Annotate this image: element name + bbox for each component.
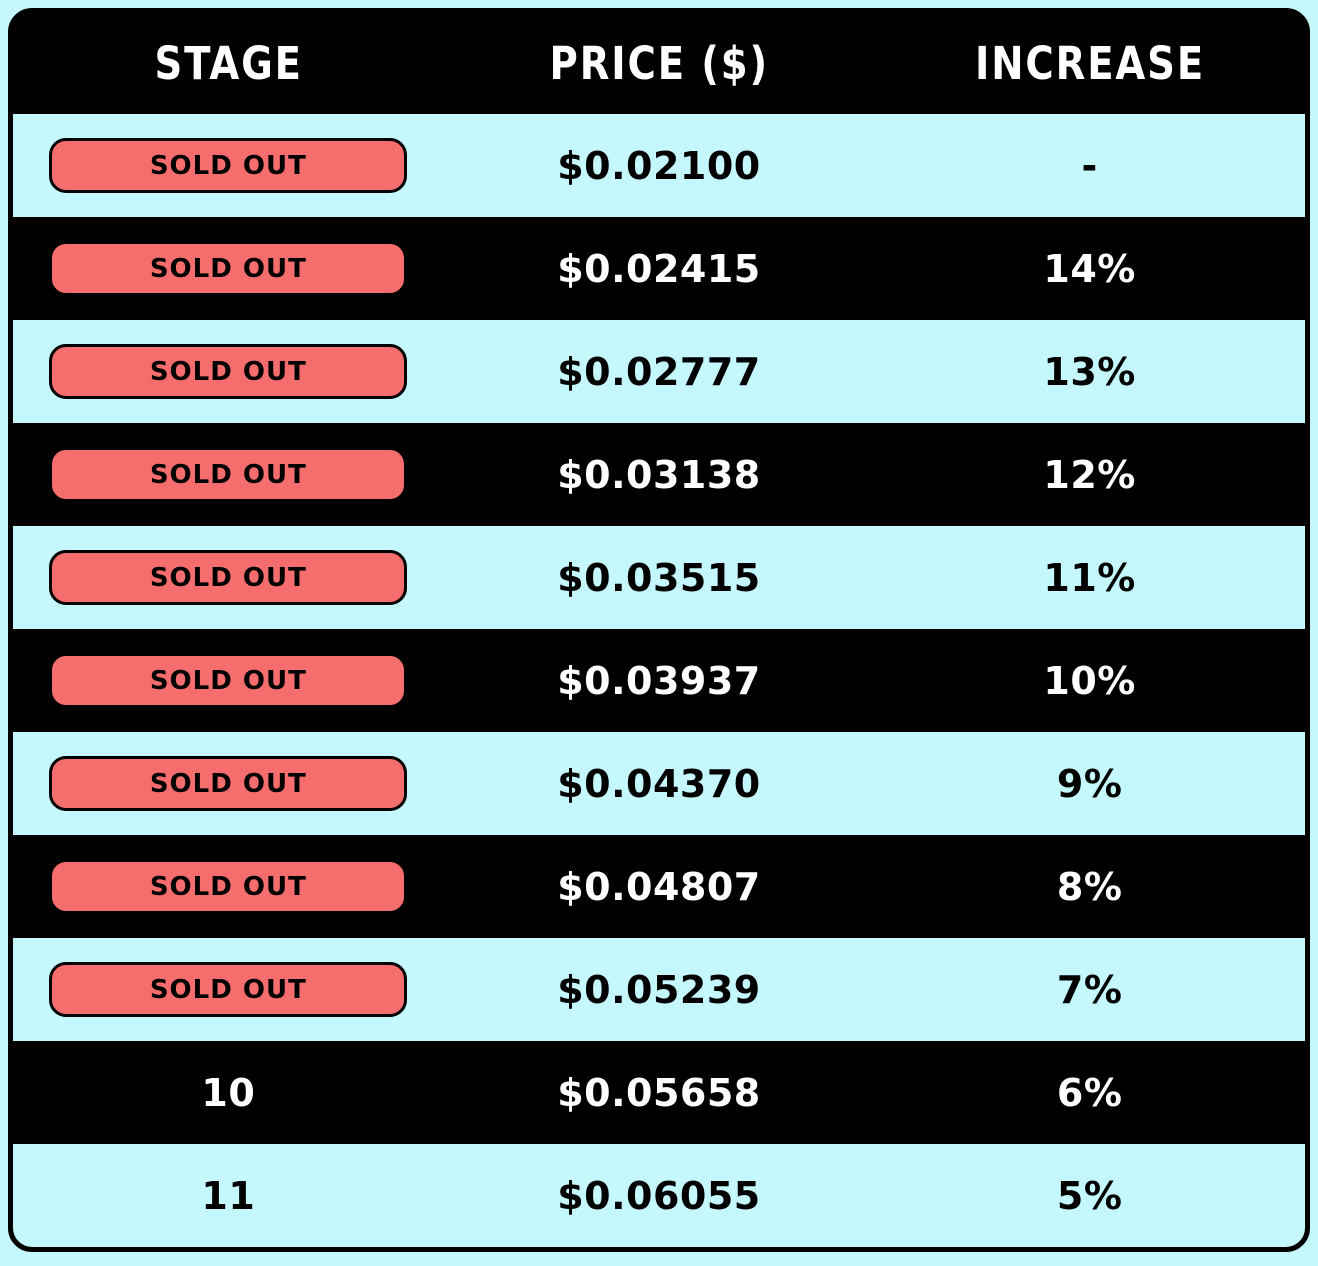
sold-out-button[interactable]: SOLD OUT: [49, 241, 408, 296]
increase-value: -: [1081, 143, 1098, 188]
sold-out-button[interactable]: SOLD OUT: [49, 447, 408, 502]
increase-value: 11%: [1043, 555, 1136, 600]
sold-out-button[interactable]: SOLD OUT: [49, 550, 408, 605]
table-row: SOLD OUT $0.05239 7%: [13, 938, 1305, 1041]
price-value: $0.03515: [557, 555, 761, 600]
price-value: $0.04807: [557, 864, 761, 909]
stage-number: 10: [201, 1070, 256, 1115]
sold-out-button[interactable]: SOLD OUT: [49, 138, 408, 193]
price-value: $0.06055: [557, 1173, 761, 1218]
increase-value: 10%: [1043, 658, 1136, 703]
table-row: 10 $0.05658 6%: [13, 1041, 1305, 1144]
increase-value: 8%: [1056, 864, 1123, 909]
price-value: $0.02100: [557, 143, 761, 188]
sold-out-button[interactable]: SOLD OUT: [49, 653, 408, 708]
table-row: SOLD OUT $0.04370 9%: [13, 732, 1305, 835]
column-header-increase: INCREASE: [974, 37, 1205, 90]
table-row: SOLD OUT $0.02100 -: [13, 114, 1305, 217]
table-row: SOLD OUT $0.02777 13%: [13, 320, 1305, 423]
price-value: $0.03138: [557, 452, 761, 497]
price-value: $0.05658: [557, 1070, 761, 1115]
increase-value: 14%: [1043, 246, 1136, 291]
price-value: $0.05239: [557, 967, 761, 1012]
table-row: SOLD OUT $0.03937 10%: [13, 629, 1305, 732]
increase-value: 5%: [1056, 1173, 1123, 1218]
table-row: 11 $0.06055 5%: [13, 1144, 1305, 1247]
table-header: STAGE PRICE ($) INCREASE: [13, 13, 1305, 114]
increase-value: 7%: [1056, 967, 1123, 1012]
sold-out-button[interactable]: SOLD OUT: [49, 344, 408, 399]
table-row: SOLD OUT $0.02415 14%: [13, 217, 1305, 320]
table-row: SOLD OUT $0.03138 12%: [13, 423, 1305, 526]
column-header-price: PRICE ($): [549, 37, 769, 90]
table-row: SOLD OUT $0.03515 11%: [13, 526, 1305, 629]
price-value: $0.02415: [557, 246, 761, 291]
increase-value: 13%: [1043, 349, 1136, 394]
increase-value: 9%: [1056, 761, 1123, 806]
price-value: $0.02777: [557, 349, 761, 394]
stage-number: 11: [201, 1173, 256, 1218]
increase-value: 12%: [1043, 452, 1136, 497]
sold-out-button[interactable]: SOLD OUT: [49, 962, 408, 1017]
sold-out-button[interactable]: SOLD OUT: [49, 756, 408, 811]
table-row: SOLD OUT $0.04807 8%: [13, 835, 1305, 938]
price-value: $0.04370: [557, 761, 761, 806]
increase-value: 6%: [1056, 1070, 1123, 1115]
presale-stage-table: STAGE PRICE ($) INCREASE SOLD OUT $0.021…: [8, 8, 1310, 1252]
column-header-stage: STAGE: [154, 37, 303, 90]
sold-out-button[interactable]: SOLD OUT: [49, 859, 408, 914]
price-value: $0.03937: [557, 658, 761, 703]
